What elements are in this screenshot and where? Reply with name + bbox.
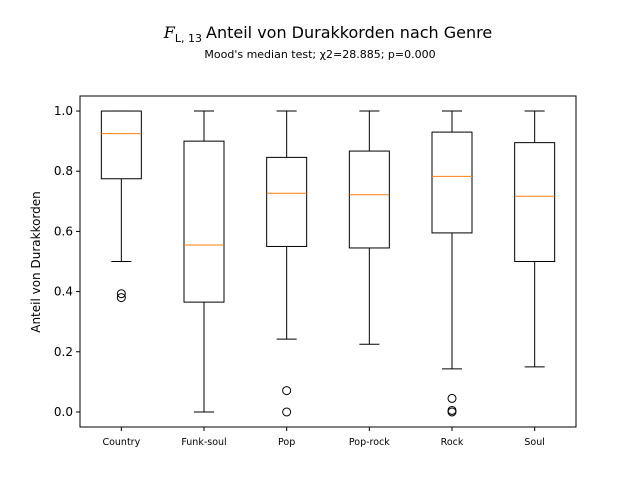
x-tick-label: Pop — [278, 437, 295, 448]
outlier-point — [447, 393, 457, 403]
chart-title-symbol: F — [163, 23, 176, 42]
box-funk-soul — [183, 110, 225, 413]
chart-title-subscript: L, 13 — [175, 32, 202, 45]
y-tick-label: 0.8 — [54, 164, 73, 178]
y-axis-ticks: 0.0 0.2 0.4 0.6 0.8 1.0 — [54, 104, 80, 419]
iqr-box — [100, 110, 142, 180]
iqr-box — [348, 150, 390, 249]
x-tick-label: Pop-rock — [349, 437, 390, 448]
chart-title-text: Anteil von Durakkorden nach Genre — [206, 23, 492, 42]
chart-title: FL, 13 Anteil von Durakkorden nach Genre — [163, 23, 492, 45]
outlier-point — [116, 293, 126, 303]
x-axis-ticks: Country Funk-soul Pop Pop-rock Rock Soul — [102, 427, 545, 448]
outlier-point — [282, 386, 292, 396]
y-tick-label: 0.2 — [54, 345, 73, 359]
box-country — [100, 110, 142, 303]
outlier-point — [282, 407, 292, 417]
x-tick-label: Country — [102, 437, 140, 448]
x-tick-label: Soul — [524, 437, 545, 448]
chart-subtitle: Mood's median test; χ2=28.885; p=0.000 — [204, 48, 435, 61]
y-tick-label: 1.0 — [54, 104, 73, 118]
outlier-point — [447, 407, 457, 417]
x-tick-label: Rock — [441, 437, 464, 448]
iqr-box — [183, 140, 225, 303]
box-pop-rock — [348, 110, 390, 345]
y-axis-label: Anteil von Durakkorden — [29, 191, 43, 333]
iqr-box — [266, 156, 308, 247]
y-tick-label: 0.4 — [54, 285, 73, 299]
iqr-box — [431, 131, 473, 234]
box-pop — [266, 110, 308, 417]
outlier-point — [116, 289, 126, 299]
box-rock — [431, 110, 473, 417]
y-tick-label: 0.0 — [54, 405, 73, 419]
box-plot-series — [100, 110, 556, 417]
y-tick-label: 0.6 — [54, 224, 73, 238]
plot-area-frame — [79, 95, 577, 428]
x-tick-label: Funk-soul — [181, 437, 226, 448]
iqr-box — [514, 142, 556, 263]
box-soul — [514, 110, 556, 368]
